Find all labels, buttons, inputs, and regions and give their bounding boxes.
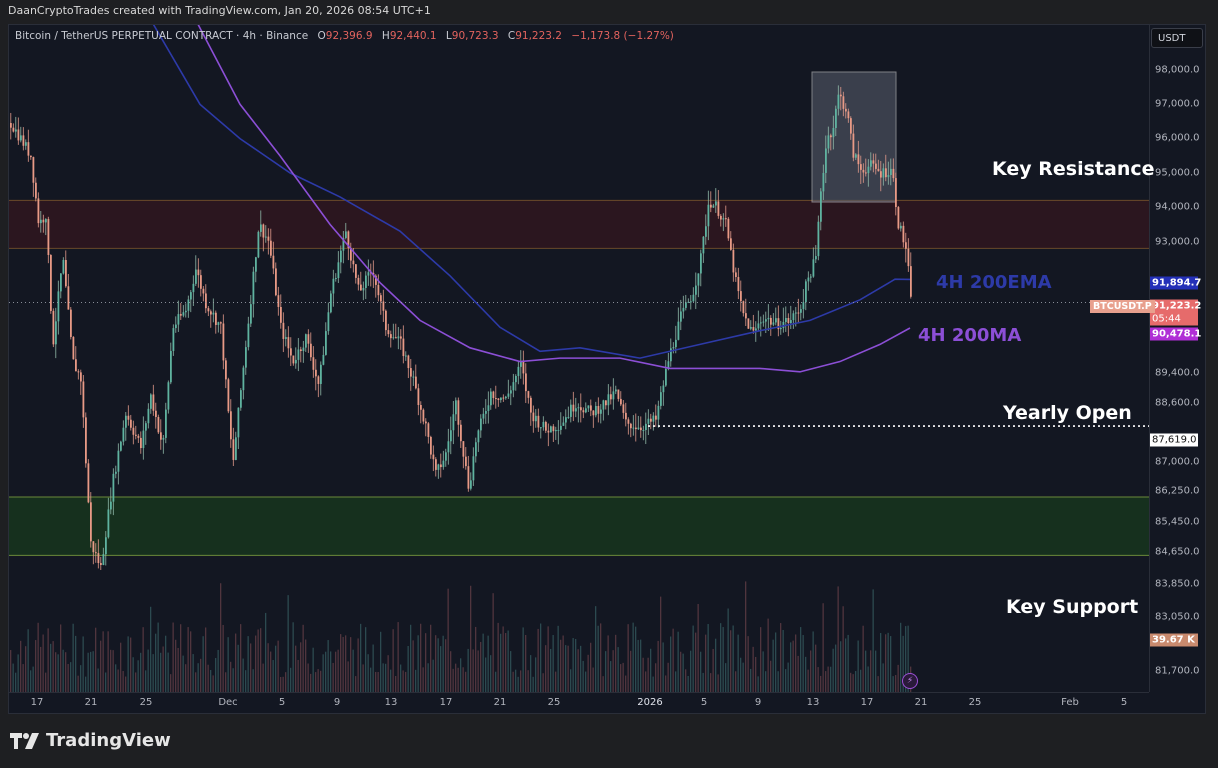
price-tick: 88,600.0 xyxy=(1155,397,1200,409)
ma-price-tag: 90,478.1 xyxy=(1150,327,1202,341)
time-tick: 21 xyxy=(914,697,928,708)
open-value: 92,396.9 xyxy=(325,30,373,42)
time-tick: 9 xyxy=(754,697,762,708)
key-support-label: Key Support xyxy=(1006,596,1139,618)
time-tick: 25 xyxy=(547,697,561,708)
time-tick: 25 xyxy=(139,697,153,708)
symbol-legend: Bitcoin / TetherUS PERPETUAL CONTRACT · … xyxy=(15,30,674,42)
time-tick: 17 xyxy=(439,697,453,708)
time-tick: 13 xyxy=(806,697,820,708)
tradingview-logo-icon xyxy=(10,732,39,749)
price-tick: 97,000.0 xyxy=(1155,98,1200,110)
price-tick: 96,000.0 xyxy=(1155,132,1200,144)
price-tick: 89,400.0 xyxy=(1155,367,1200,379)
time-tick: 17 xyxy=(860,697,874,708)
price-tick: 98,000.0 xyxy=(1155,64,1200,76)
time-tick: Dec xyxy=(218,697,238,708)
tradingview-logo: TradingView xyxy=(10,730,171,751)
ema-label: 4H 200EMA xyxy=(936,272,1052,293)
price-tick: 86,250.0 xyxy=(1155,485,1200,497)
symbol-description: Bitcoin / TetherUS PERPETUAL CONTRACT · … xyxy=(15,30,309,42)
price-tick: 85,450.0 xyxy=(1155,516,1200,528)
time-tick: 21 xyxy=(493,697,507,708)
key-resistance-label: Key Resistance xyxy=(992,158,1155,180)
price-tick: 83,850.0 xyxy=(1155,578,1200,590)
time-tick: 5 xyxy=(700,697,708,708)
high-value: 92,440.1 xyxy=(389,30,437,42)
low-value: 90,723.3 xyxy=(451,30,499,42)
bar-countdown: 05:44 xyxy=(1150,312,1198,326)
time-tick: 21 xyxy=(84,697,98,708)
ma-label: 4H 200MA xyxy=(918,325,1022,346)
time-tick: Feb xyxy=(1061,697,1079,708)
time-tick: 13 xyxy=(384,697,398,708)
price-tick: 94,000.0 xyxy=(1155,201,1200,213)
time-tick: 2026 xyxy=(637,697,663,708)
ma-line xyxy=(197,25,911,373)
symbol-tag: BTCUSDT.P xyxy=(1090,300,1155,313)
price-tick: 81,700.0 xyxy=(1155,665,1200,677)
support-zone xyxy=(9,497,1149,556)
last-price-tag: 91,223.2 xyxy=(1150,299,1202,313)
time-axis[interactable] xyxy=(9,692,1149,714)
time-tick: 5 xyxy=(1120,697,1128,708)
ema-price-tag: 91,894.7 xyxy=(1150,276,1202,290)
price-tick: 93,000.0 xyxy=(1155,236,1200,248)
time-tick: 5 xyxy=(278,697,286,708)
ema-line xyxy=(152,25,911,359)
lightning-icon[interactable]: ⚡ xyxy=(902,673,918,689)
volume-tag: 39.67 K xyxy=(1150,633,1198,647)
attribution-text: DaanCryptoTrades created with TradingVie… xyxy=(8,4,431,17)
currency-selector[interactable]: USDT xyxy=(1151,28,1203,48)
price-tick: 87,000.0 xyxy=(1155,456,1200,468)
resistance-zone xyxy=(9,200,1149,249)
yearly-open-label: Yearly Open xyxy=(1003,402,1132,424)
price-tick: 84,650.0 xyxy=(1155,546,1200,558)
tradingview-logo-text: TradingView xyxy=(46,730,171,751)
chart-frame xyxy=(8,24,1206,714)
yearly-open-price-tag: 87,619.0 xyxy=(1150,433,1198,447)
time-tick: 9 xyxy=(333,697,341,708)
price-chart-canvas[interactable] xyxy=(9,25,1149,692)
time-tick: 25 xyxy=(968,697,982,708)
price-tick: 83,050.0 xyxy=(1155,611,1200,623)
change-value: −1,173.8 (−1.27%) xyxy=(571,30,674,42)
price-axis[interactable] xyxy=(1149,25,1206,692)
time-tick: 17 xyxy=(30,697,44,708)
price-tick: 95,000.0 xyxy=(1155,167,1200,179)
close-value: 91,223.2 xyxy=(515,30,562,42)
